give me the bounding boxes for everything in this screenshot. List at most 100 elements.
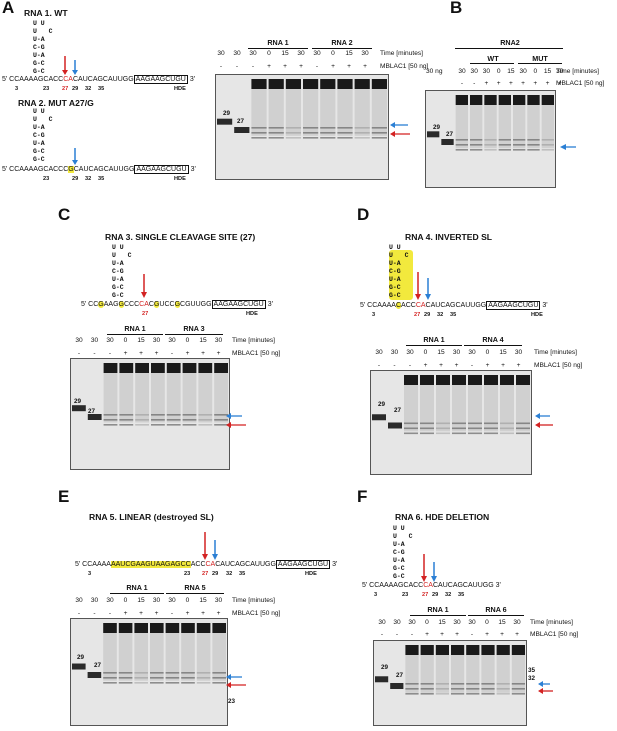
lane-header-cell: 30 (106, 337, 114, 344)
gel-band (455, 149, 468, 151)
panel-c-arrow (141, 274, 147, 298)
lane-header-cell: - (470, 362, 474, 369)
gel-band (354, 137, 370, 139)
gel-band (527, 149, 540, 151)
group-wt: WT (487, 54, 499, 63)
seq-num-29: 29 (72, 86, 79, 92)
lane-header-cell: 30 (378, 619, 386, 626)
gel-band (541, 95, 554, 105)
group-rna2: RNA 2 (331, 38, 353, 47)
gel-smear (182, 373, 197, 423)
seq-num-3: 3 (15, 86, 19, 92)
lane-header-cell: - (315, 63, 319, 70)
gel-smear (118, 633, 133, 681)
lane-header-cell: + (485, 631, 489, 638)
lane-header-cell: 15 (137, 597, 145, 604)
gel-band (420, 432, 434, 435)
lane-header-cell: - (377, 362, 381, 369)
gel-band (134, 682, 148, 684)
lane-header-cell: 30 (482, 68, 491, 75)
gel-band (181, 672, 195, 674)
lane-header-cell: 15 (543, 68, 552, 75)
gel-band (354, 132, 370, 134)
time-row: 30 30 30 0 15 30 30 0 15 30 (372, 349, 527, 359)
gel-band (151, 424, 165, 426)
gel-band (196, 672, 211, 674)
gel-band (420, 693, 434, 695)
gel-band (118, 682, 133, 684)
gel-band (435, 693, 449, 695)
gel-band (196, 677, 211, 679)
gel-band (420, 427, 434, 430)
marker-27: 27 (237, 118, 245, 125)
lane-header-cell: 30 (519, 68, 527, 75)
gel-band (371, 79, 387, 89)
enzyme-row: - - - + + + - + + + (214, 63, 374, 73)
gel-band (103, 424, 118, 426)
blue-arrowhead (72, 70, 78, 75)
lane-header-cell: 30 (361, 50, 369, 57)
gel-image (215, 74, 389, 180)
gel-band (196, 623, 211, 633)
gel-band (468, 427, 482, 430)
gel-band (285, 79, 301, 89)
group-underline (455, 48, 563, 49)
gel-image (70, 358, 230, 470)
gel-smear (251, 89, 267, 136)
seq-num-29: 29 (212, 571, 219, 577)
gel-band (285, 137, 301, 139)
gel-band (182, 424, 197, 426)
lane-header-cell: + (139, 350, 143, 357)
panel-c-title: RNA 3. SINGLE CLEAVAGE SITE (27) (105, 232, 256, 242)
seq-num-hde: HDE (531, 312, 543, 318)
gel-band (251, 137, 267, 139)
seq-num-29: 29 (424, 312, 431, 318)
gel-band (466, 688, 480, 690)
enzyme-row: - - + + + + + + + (455, 80, 565, 90)
gel-band (212, 672, 226, 674)
gel-band (251, 127, 267, 129)
marker-27: 27 (94, 662, 102, 669)
gel-smear (468, 385, 482, 432)
gel-band (118, 623, 133, 633)
side-label-23: 23 (228, 698, 236, 705)
marker-band (390, 683, 404, 689)
gel-smear (404, 385, 418, 432)
gel-band (354, 79, 370, 89)
gel-band (268, 127, 284, 129)
lane-header-cell: 30 (168, 337, 176, 344)
gel-band (513, 144, 526, 146)
gel-smear (371, 89, 387, 136)
lane-header-cell: - (108, 610, 112, 617)
gel-band (470, 95, 483, 105)
gel-smear (151, 373, 165, 423)
lane-header-cell: 30 (452, 349, 461, 356)
lane-header-cell: 0 (423, 349, 428, 356)
gel-band (436, 427, 450, 430)
gel-band (511, 693, 525, 695)
gel-band (119, 424, 134, 426)
gel-band (405, 693, 419, 695)
seq-num-35: 35 (98, 86, 105, 92)
group-top: RNA2 (500, 38, 520, 47)
group-underline (470, 63, 514, 64)
lane-header-cell: 30 (468, 619, 476, 626)
seq-num-23: 23 (43, 86, 50, 92)
lane-header-cell: 15 (499, 349, 507, 356)
gel-band (165, 682, 180, 684)
gel-band (481, 683, 495, 685)
gel-band (320, 127, 336, 129)
lane-header-cell: 0 (123, 597, 128, 604)
gel-band (135, 419, 149, 421)
gel-band (337, 132, 353, 134)
gel-band (135, 363, 149, 373)
panel-a-title: RNA 1. WT (24, 8, 68, 18)
gel-band (268, 79, 284, 89)
lane-header-cell: + (533, 80, 538, 87)
lane-header-cell: 30 (75, 337, 83, 344)
gel-band (212, 623, 226, 633)
panel-a-letter: A (2, 0, 15, 17)
gel-smear (135, 373, 149, 423)
gel-band (498, 144, 511, 146)
time-label: Time [minutes] (530, 619, 573, 626)
